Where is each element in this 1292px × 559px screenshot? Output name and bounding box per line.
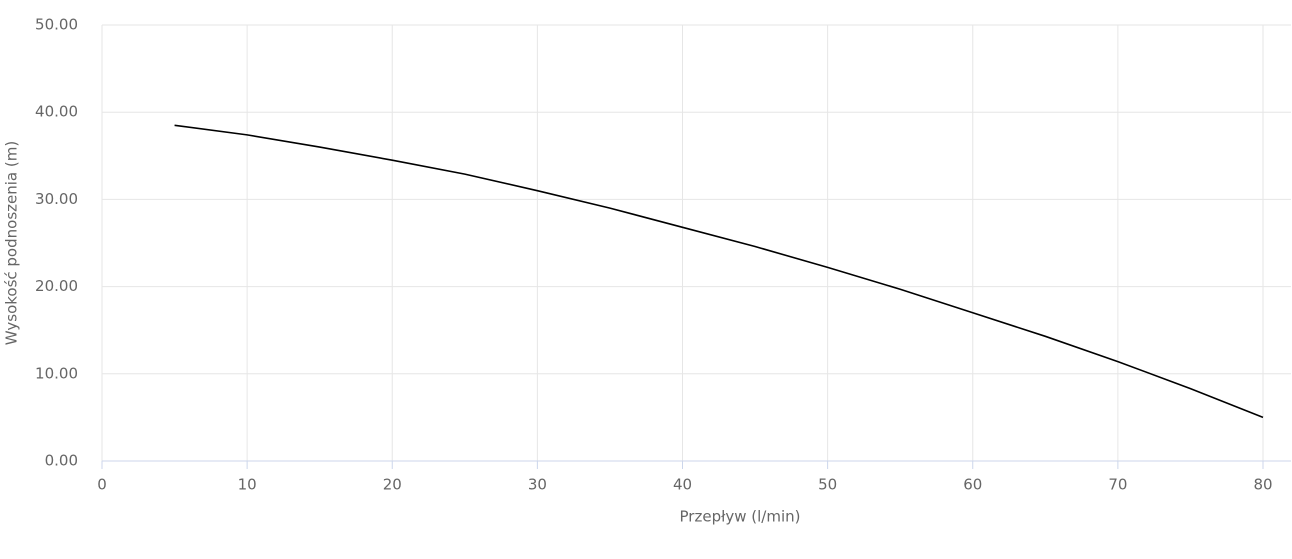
y-tick-label: 30.00 <box>35 190 78 208</box>
x-tick-label: 60 <box>963 476 982 494</box>
x-tick-label: 0 <box>97 476 107 494</box>
line <box>174 124 1264 419</box>
x-tick-label: 20 <box>383 476 402 494</box>
x-tick-label: 10 <box>238 476 257 494</box>
x-tick-label: 50 <box>818 476 837 494</box>
x-tick-label: 40 <box>673 476 692 494</box>
y-tick-label: 40.00 <box>35 103 78 121</box>
x-tick-label: 30 <box>528 476 547 494</box>
x-tick-label: 80 <box>1253 476 1272 494</box>
y-tick-label: 20.00 <box>35 277 78 295</box>
y-tick-label: 0.00 <box>45 452 78 470</box>
y-axis-title: Wysokość podnoszenia (m) <box>3 141 21 345</box>
y-tick-label: 50.00 <box>35 16 78 34</box>
y-tick-label: 10.00 <box>35 364 78 382</box>
x-tick-label: 70 <box>1108 476 1127 494</box>
x-axis-title: Przepływ (l/min) <box>680 508 801 526</box>
